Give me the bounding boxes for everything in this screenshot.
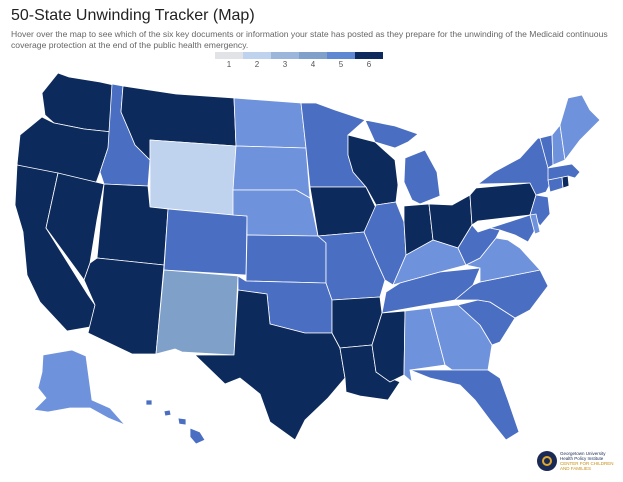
logo-line-3: CENTER FOR CHILDREN [560,461,614,466]
state-florida[interactable] [409,369,520,441]
logo-line-1: Georgetown University [560,451,606,456]
legend-swatch-6 [355,52,383,59]
map-subtitle: Hover over the map to see which of the s… [11,29,608,50]
legend-label-1: 1 [226,60,232,69]
state-delaware[interactable] [529,213,541,235]
legend-item-3: 3 [271,52,299,69]
state-hawaii-maui[interactable] [177,417,187,426]
state-hawaii-kauai[interactable] [145,399,153,406]
state-alaska[interactable] [33,349,126,426]
state-michigan-upper[interactable] [364,119,419,149]
university-seal-icon [537,451,557,471]
georgetown-logo: Georgetown University Health Policy Inst… [537,451,614,471]
map-title: 50-State Unwinding Tracker (Map) [11,7,255,24]
state-colorado[interactable] [163,208,248,276]
state-north-carolina[interactable] [454,269,549,319]
state-wyoming[interactable] [149,139,237,216]
legend-swatch-4 [299,52,327,59]
legend-item-1: 1 [215,52,243,69]
legend-item-2: 2 [243,52,271,69]
logo-line-4: AND FAMILIES [560,466,592,471]
legend-label-6: 6 [366,60,372,69]
legend-label-4: 4 [310,60,316,69]
legend-item-5: 5 [327,52,355,69]
state-kansas[interactable] [245,234,327,284]
legend-item-4: 4 [299,52,327,69]
legend-label-2: 2 [254,60,260,69]
state-maine[interactable] [559,94,601,161]
legend-label-5: 5 [338,60,344,69]
logo-line-2: Health Policy Institute [560,456,604,461]
logo-text: Georgetown University Health Policy Inst… [560,451,614,471]
legend: 1 2 3 4 5 6 [215,52,383,69]
state-michigan[interactable] [403,149,441,205]
state-hawaii-oahu[interactable] [163,409,172,417]
state-arizona[interactable] [83,257,165,355]
state-texas[interactable] [194,289,346,441]
legend-swatch-1 [215,52,243,59]
state-north-dakota[interactable] [233,97,307,149]
state-rhode-island[interactable] [561,175,570,189]
legend-swatch-2 [243,52,271,59]
legend-swatch-5 [327,52,355,59]
legend-label-3: 3 [282,60,288,69]
state-massachusetts[interactable] [547,163,581,181]
legend-item-6: 6 [355,52,383,69]
legend-swatch-3 [271,52,299,59]
state-hawaii-big-island[interactable] [189,427,206,445]
state-new-mexico[interactable] [155,269,239,356]
